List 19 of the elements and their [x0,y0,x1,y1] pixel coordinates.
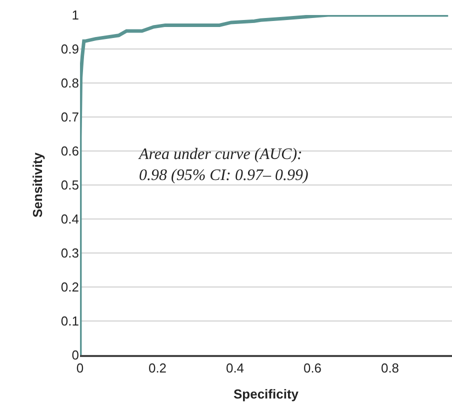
y-tick-label: 0.5 [60,178,79,193]
y-tick-label: 0.7 [60,110,79,125]
x-tick-label: 0.2 [148,360,167,376]
y-tick-label: 1 [72,8,79,23]
x-tick-label: 0.8 [380,360,400,376]
y-tick-label: 0.1 [60,314,79,329]
y-tick-label: 0.6 [60,144,79,159]
y-tick-label: 0.4 [60,212,79,227]
annotation: Area under curve (AUC): 0.98 (95% CI: 0.97– 0.99) [138,146,308,184]
line-series [80,15,450,355]
x-axis-title: Specificity [233,386,300,402]
y-axis-title: Sensitivity [30,152,45,218]
x-tick-label: 0.6 [303,360,322,376]
x-tick-label: 0.4 [226,360,244,376]
y-tick-label: 0.2 [60,280,79,295]
y-tick-label: 0.9 [60,42,79,57]
y-tick-label: 0 [72,348,79,363]
y-tick-label: 0.8 [60,76,79,91]
y-tick-label: 0.3 [60,246,79,261]
